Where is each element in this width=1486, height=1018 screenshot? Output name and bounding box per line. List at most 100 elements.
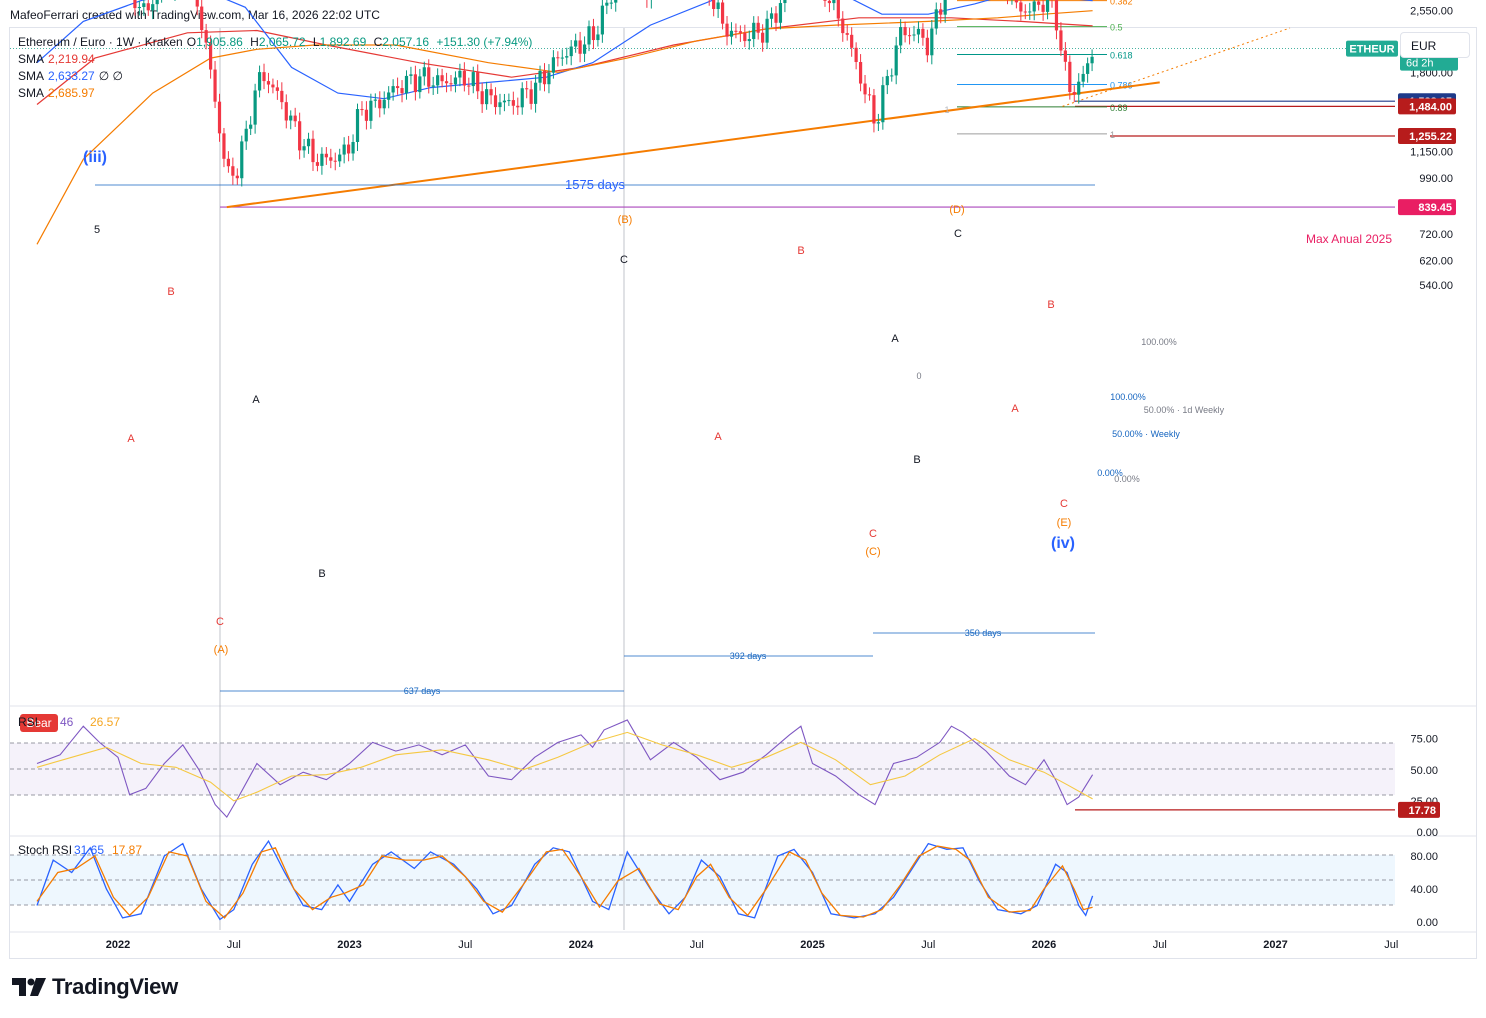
wave-annotation: 637 days <box>404 686 441 696</box>
candle-body <box>565 56 569 58</box>
candle-body <box>783 0 787 4</box>
candle-body <box>369 100 373 121</box>
x-axis-tick-label: Jul <box>690 939 704 951</box>
candle-body <box>533 82 538 104</box>
rsi-title: RSI <box>18 715 38 729</box>
x-axis-tick-label: Jul <box>458 939 472 951</box>
x-axis-tick-label: 2023 <box>337 939 361 951</box>
candle-body <box>422 67 426 77</box>
y-axis-tick-label: 2,550.00 <box>1410 6 1453 18</box>
candle-body <box>769 13 774 19</box>
wave-annotation: 100.00% <box>1110 392 1146 402</box>
wave-annotation: B <box>797 245 804 257</box>
wave-annotation: 50.00% · Weekly <box>1112 429 1180 439</box>
candle-body <box>716 2 720 9</box>
candle-body <box>244 128 248 142</box>
candle-body <box>863 83 867 95</box>
x-axis-tick-label: Jul <box>1384 939 1398 951</box>
candle-body <box>1041 4 1045 12</box>
candle-body <box>881 85 885 123</box>
wave-annotation: B <box>913 454 920 466</box>
fib-level-label: 0.5 <box>1110 23 1123 33</box>
chart-header: MafeoFerrari created with TradingView.co… <box>10 8 380 22</box>
candle-body <box>516 105 520 108</box>
wave-annotation: 5 <box>94 224 100 236</box>
countdown-label: 6d 2h <box>1406 58 1434 70</box>
candle-body <box>1077 81 1081 95</box>
candle-body <box>133 0 137 9</box>
candle-body <box>827 0 832 4</box>
candle-body <box>836 0 840 19</box>
rsi-line <box>36 731 1093 802</box>
candle-body <box>743 32 747 42</box>
stoch-axis-tick-label: 80.00 <box>1410 851 1438 863</box>
candle-body <box>453 77 458 85</box>
candle-body <box>591 26 596 41</box>
wave-annotation: (iii) <box>83 149 107 166</box>
candle-body <box>867 94 872 96</box>
rsi-line <box>36 719 1094 819</box>
candle-body <box>382 99 386 109</box>
candle-body <box>1037 1 1041 5</box>
candle-body <box>774 13 778 23</box>
sma-line <box>36 17 1093 105</box>
x-axis-tick-label: Jul <box>227 939 241 951</box>
candle-body <box>903 27 907 36</box>
candle-body <box>761 32 765 43</box>
candle-body <box>493 95 498 108</box>
fib-level-label: 0.618 <box>1110 51 1133 61</box>
candle-body <box>605 2 609 6</box>
wave-annotation: A <box>127 433 135 445</box>
candle-body <box>934 9 938 29</box>
stoch-axis-tick-label: 40.00 <box>1410 884 1438 896</box>
candle-body <box>823 0 827 1</box>
candle-body <box>569 46 573 57</box>
candle-body <box>266 81 271 85</box>
candle-body <box>907 35 912 37</box>
candle-body <box>373 99 377 101</box>
sma2-value: 2,633.27 <box>48 69 95 83</box>
wave-annotation: B <box>1047 299 1054 311</box>
candle-body <box>467 85 471 87</box>
wave-annotation: 0 <box>916 371 921 381</box>
fib-level-label: 1 <box>1110 130 1115 140</box>
candle-body <box>235 175 239 179</box>
rsi-value: 46 <box>60 715 74 729</box>
sma-line <box>36 0 1093 100</box>
price-tag <box>1398 98 1456 115</box>
candle-body <box>378 99 382 109</box>
candle-body <box>1054 0 1059 31</box>
wave-annotation: Max Anual 2025 <box>1306 232 1392 246</box>
wave-annotation: C <box>869 528 877 540</box>
candle-body <box>507 100 511 102</box>
currency-selector[interactable]: EUR <box>1400 32 1470 58</box>
candle-body <box>1081 73 1085 82</box>
candle-body <box>538 70 542 83</box>
candle-body <box>293 115 297 122</box>
rsi-axis-tick-label: 75.00 <box>1410 734 1438 746</box>
candle-body <box>395 86 400 89</box>
price-tag-label: 839.45 <box>1418 202 1452 214</box>
wave-annotation: 0.00% <box>1114 474 1140 484</box>
candle-body <box>1014 0 1018 3</box>
candle-body <box>943 0 947 15</box>
candle-body <box>471 72 475 87</box>
candle-body <box>462 70 466 86</box>
candle-body <box>275 87 279 91</box>
candle-body <box>747 39 751 42</box>
fib-level-label: 0.786 <box>1110 80 1133 90</box>
fib-level-label: 0.89 <box>1110 103 1128 113</box>
wave-annotation: (iv) <box>1051 535 1075 552</box>
candle-body <box>542 70 547 85</box>
symbol-tag <box>1346 40 1398 57</box>
candle-body <box>1072 92 1076 95</box>
candle-body <box>872 95 876 124</box>
candle-body <box>436 75 440 86</box>
wave-annotation: A <box>252 394 260 406</box>
symbol-name: Ethereum / Euro · 1W · Kraken <box>18 35 183 49</box>
candle-body <box>609 2 613 4</box>
symbol-legend: Ethereum / Euro · 1W · Kraken O1,905.86 H… <box>18 35 536 49</box>
candle-body <box>195 0 199 7</box>
stoch-k-value: 31.65 <box>74 843 104 857</box>
